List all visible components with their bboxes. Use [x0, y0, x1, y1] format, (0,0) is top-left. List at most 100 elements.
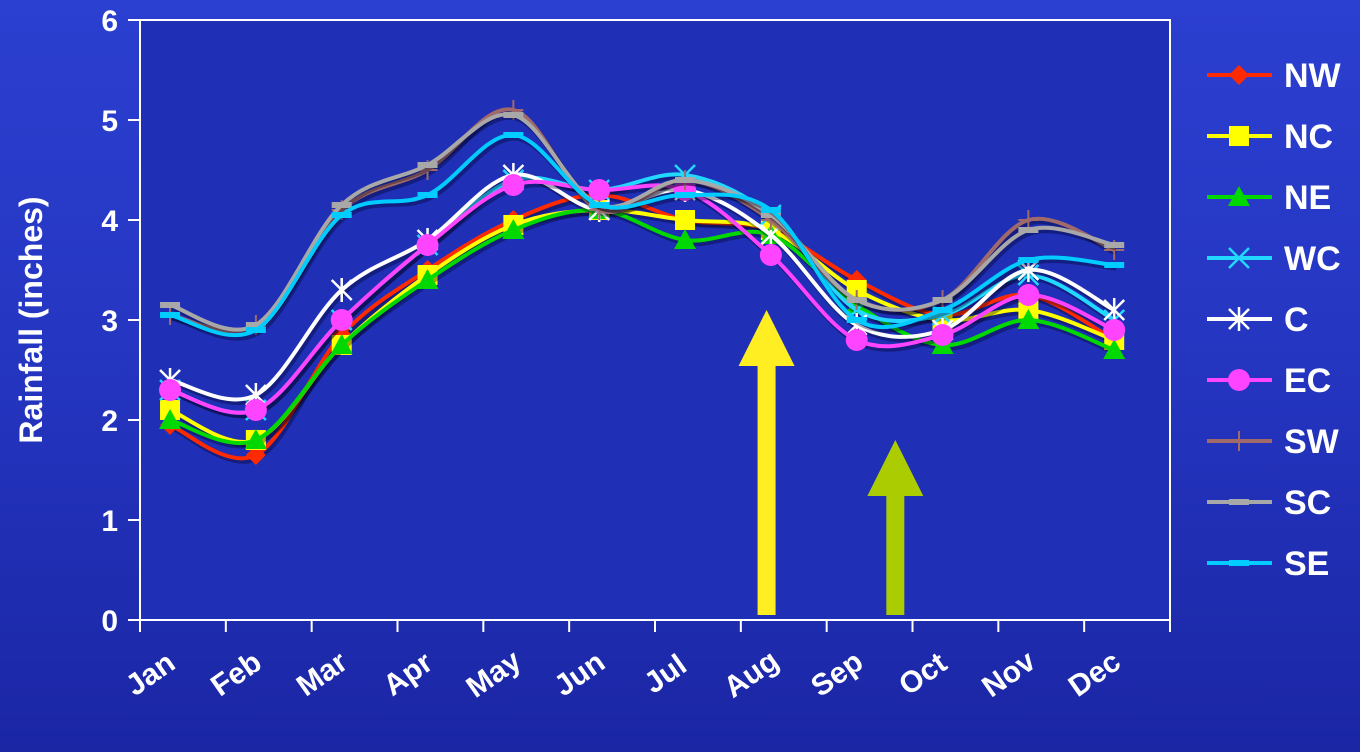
data-point-ne: [502, 219, 525, 239]
data-point-se: [932, 307, 953, 313]
data-point-ec: [502, 174, 525, 196]
series-se: [160, 132, 1125, 341]
data-point-ne: [416, 269, 439, 289]
series-layer: [159, 100, 1126, 465]
data-point-sc: [1104, 242, 1125, 248]
y-tick-label: 5: [101, 105, 118, 138]
data-point-ne: [330, 334, 353, 354]
legend-marker-wc: [1228, 247, 1250, 269]
data-point-ec: [1103, 319, 1126, 341]
data-point-se: [1104, 262, 1125, 268]
x-tick-label: Jun: [548, 645, 611, 703]
legend-marker-sc: [1229, 499, 1249, 505]
data-point-se: [160, 312, 181, 318]
legend-item-nw: NW: [1207, 57, 1342, 95]
data-point-ne: [244, 429, 267, 449]
legend-marker-nc: [1229, 126, 1249, 146]
legend-item-wc: WC: [1207, 240, 1341, 278]
data-point-ec: [159, 379, 182, 401]
data-point-ne: [1017, 309, 1040, 329]
legend-marker-c: [1228, 307, 1250, 331]
data-point-ec: [759, 244, 782, 266]
y-tick-label: 4: [101, 205, 118, 238]
legend-label: C: [1284, 301, 1309, 339]
legend-label: WC: [1284, 240, 1341, 278]
data-point-sc: [245, 322, 266, 328]
x-tick-label: Jul: [638, 648, 692, 700]
y-tick-label: 1: [101, 505, 118, 538]
data-point-sc: [160, 302, 181, 308]
x-tick-label: Aug: [718, 644, 785, 704]
x-tick-label: Mar: [291, 645, 354, 703]
data-point-nc: [675, 210, 696, 230]
data-point-ec: [330, 309, 353, 331]
data-point-se: [675, 192, 696, 198]
legend-item-sw: SW: [1207, 423, 1340, 461]
y-axis: 0 1 2 3 4 5 6: [101, 5, 140, 638]
plot-area: [139, 19, 1171, 621]
arrow-shape: [867, 440, 924, 615]
y-tick-label: 0: [101, 605, 118, 638]
data-point-ec: [931, 324, 954, 346]
legend-item-se: SE: [1207, 545, 1329, 583]
arrow-annotation: [867, 440, 924, 615]
data-point-se: [760, 207, 781, 213]
data-point-ec: [244, 399, 267, 421]
arrow-shape: [738, 310, 795, 615]
annotation-layer: [738, 310, 924, 615]
y-tick-label: 2: [101, 405, 118, 438]
legend: NW NC NE WC C EC SW SC SE: [1207, 57, 1342, 583]
data-point-sc: [417, 162, 438, 168]
legend-item-c: C: [1207, 301, 1309, 339]
legend-label: NE: [1284, 179, 1331, 217]
series-ec: [159, 174, 1126, 421]
data-point-se: [846, 317, 867, 323]
data-point-sc: [932, 297, 953, 303]
legend-label: SE: [1284, 545, 1329, 583]
data-point-ne: [159, 409, 182, 429]
x-axis: Jan Feb Mar Apr May Jun Jul Aug Sep Oct Nov Dec: [120, 620, 1171, 705]
data-point-c: [330, 278, 353, 302]
legend-label: NW: [1284, 57, 1342, 95]
data-point-sw: [1018, 210, 1039, 230]
data-point-se: [245, 327, 266, 333]
legend-label: EC: [1284, 362, 1331, 400]
legend-item-ec: EC: [1207, 362, 1331, 400]
legend-marker-nw: [1229, 65, 1249, 85]
legend-item-sc: SC: [1207, 484, 1331, 522]
y-tick-label: 3: [101, 305, 118, 338]
data-point-se: [589, 202, 610, 208]
legend-item-nc: NC: [1207, 118, 1333, 156]
x-tick-label: Feb: [205, 645, 268, 703]
x-tick-label: Oct: [893, 646, 953, 702]
data-point-ne: [674, 229, 697, 249]
data-point-sc: [331, 202, 352, 208]
data-point-se: [1018, 257, 1039, 263]
legend-marker-ne: [1228, 186, 1250, 206]
data-point-se: [417, 192, 438, 198]
data-point-se: [503, 132, 524, 138]
x-tick-label: Jan: [120, 646, 181, 703]
legend-item-ne: NE: [1207, 179, 1331, 217]
legend-label: SC: [1284, 484, 1331, 522]
data-point-se: [331, 212, 352, 218]
x-tick-label: May: [461, 644, 528, 705]
data-point-sc: [760, 212, 781, 218]
series-shadow: [171, 174, 1118, 419]
legend-marker-sw: [1229, 431, 1249, 451]
data-point-sc: [1018, 227, 1039, 233]
x-tick-label: Dec: [1063, 645, 1127, 704]
y-tick-label: 6: [101, 5, 118, 38]
data-point-ec: [416, 234, 439, 256]
data-point-c: [1103, 298, 1126, 322]
data-point-ec: [845, 329, 868, 351]
arrow-annotation: [738, 310, 795, 615]
x-tick-label: Apr: [377, 646, 439, 703]
legend-marker-se: [1229, 560, 1249, 566]
y-axis-title: Rainfall (inches): [13, 196, 49, 443]
data-point-sc: [846, 297, 867, 303]
data-point-sc: [675, 177, 696, 183]
legend-label: NC: [1284, 118, 1333, 156]
x-tick-label: Sep: [805, 645, 869, 704]
